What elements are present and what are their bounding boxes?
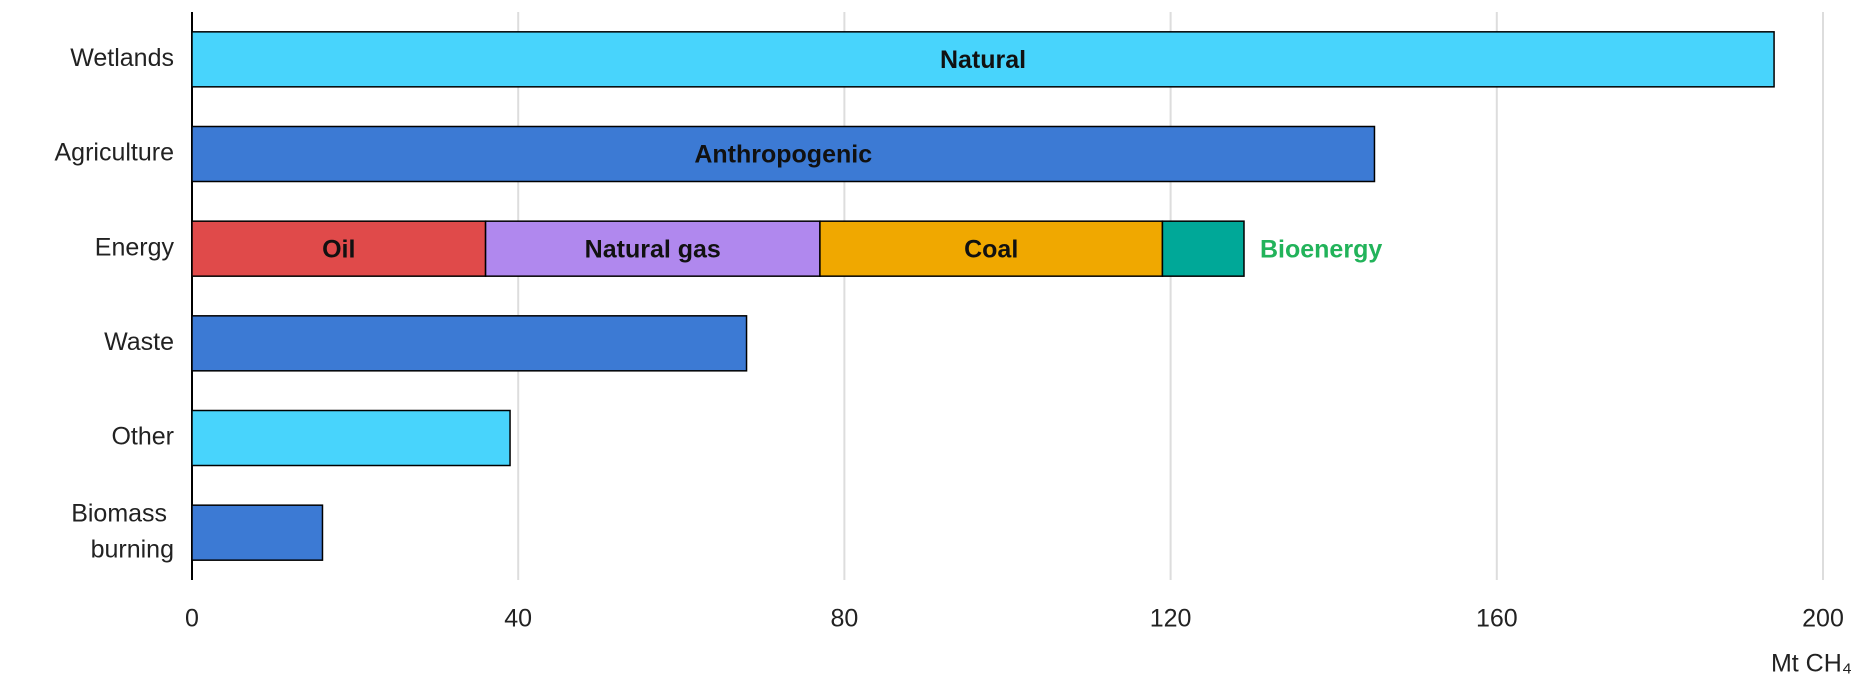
segment-label: Oil <box>322 235 355 263</box>
x-tick-label: 120 <box>1150 605 1192 633</box>
x-tick-label: 200 <box>1802 605 1844 633</box>
x-tick-label: 0 <box>185 605 199 633</box>
bar-segment <box>191 409 511 467</box>
x-tick-label: 80 <box>830 605 858 633</box>
bar-segment <box>191 31 1775 88</box>
y-tick-label: Waste <box>104 328 174 356</box>
bar-segment <box>191 315 748 372</box>
y-tick-label: Wetlands <box>70 44 174 72</box>
x-tick-label: 160 <box>1476 605 1518 633</box>
segment-label: Bioenergy <box>1260 235 1382 263</box>
y-tick-label: Biomass burning <box>71 499 174 563</box>
bar-segment <box>191 125 1376 183</box>
segment-label: Natural <box>940 46 1026 74</box>
bar-segment <box>484 220 821 277</box>
y-tick-label: Energy <box>95 233 175 261</box>
y-tick-label: Agriculture <box>55 139 175 167</box>
x-tick-label: 40 <box>504 605 532 633</box>
segment-label: Coal <box>964 235 1018 263</box>
x-axis-label: Mt CH₄ <box>1771 650 1852 678</box>
bar-segment <box>1161 220 1245 277</box>
segment-label: Natural gas <box>585 235 721 263</box>
y-tick-label: Other <box>111 423 174 451</box>
segment-label: Anthropogenic <box>694 141 872 169</box>
bar-segment <box>191 504 324 561</box>
bar-segment <box>819 220 1164 277</box>
